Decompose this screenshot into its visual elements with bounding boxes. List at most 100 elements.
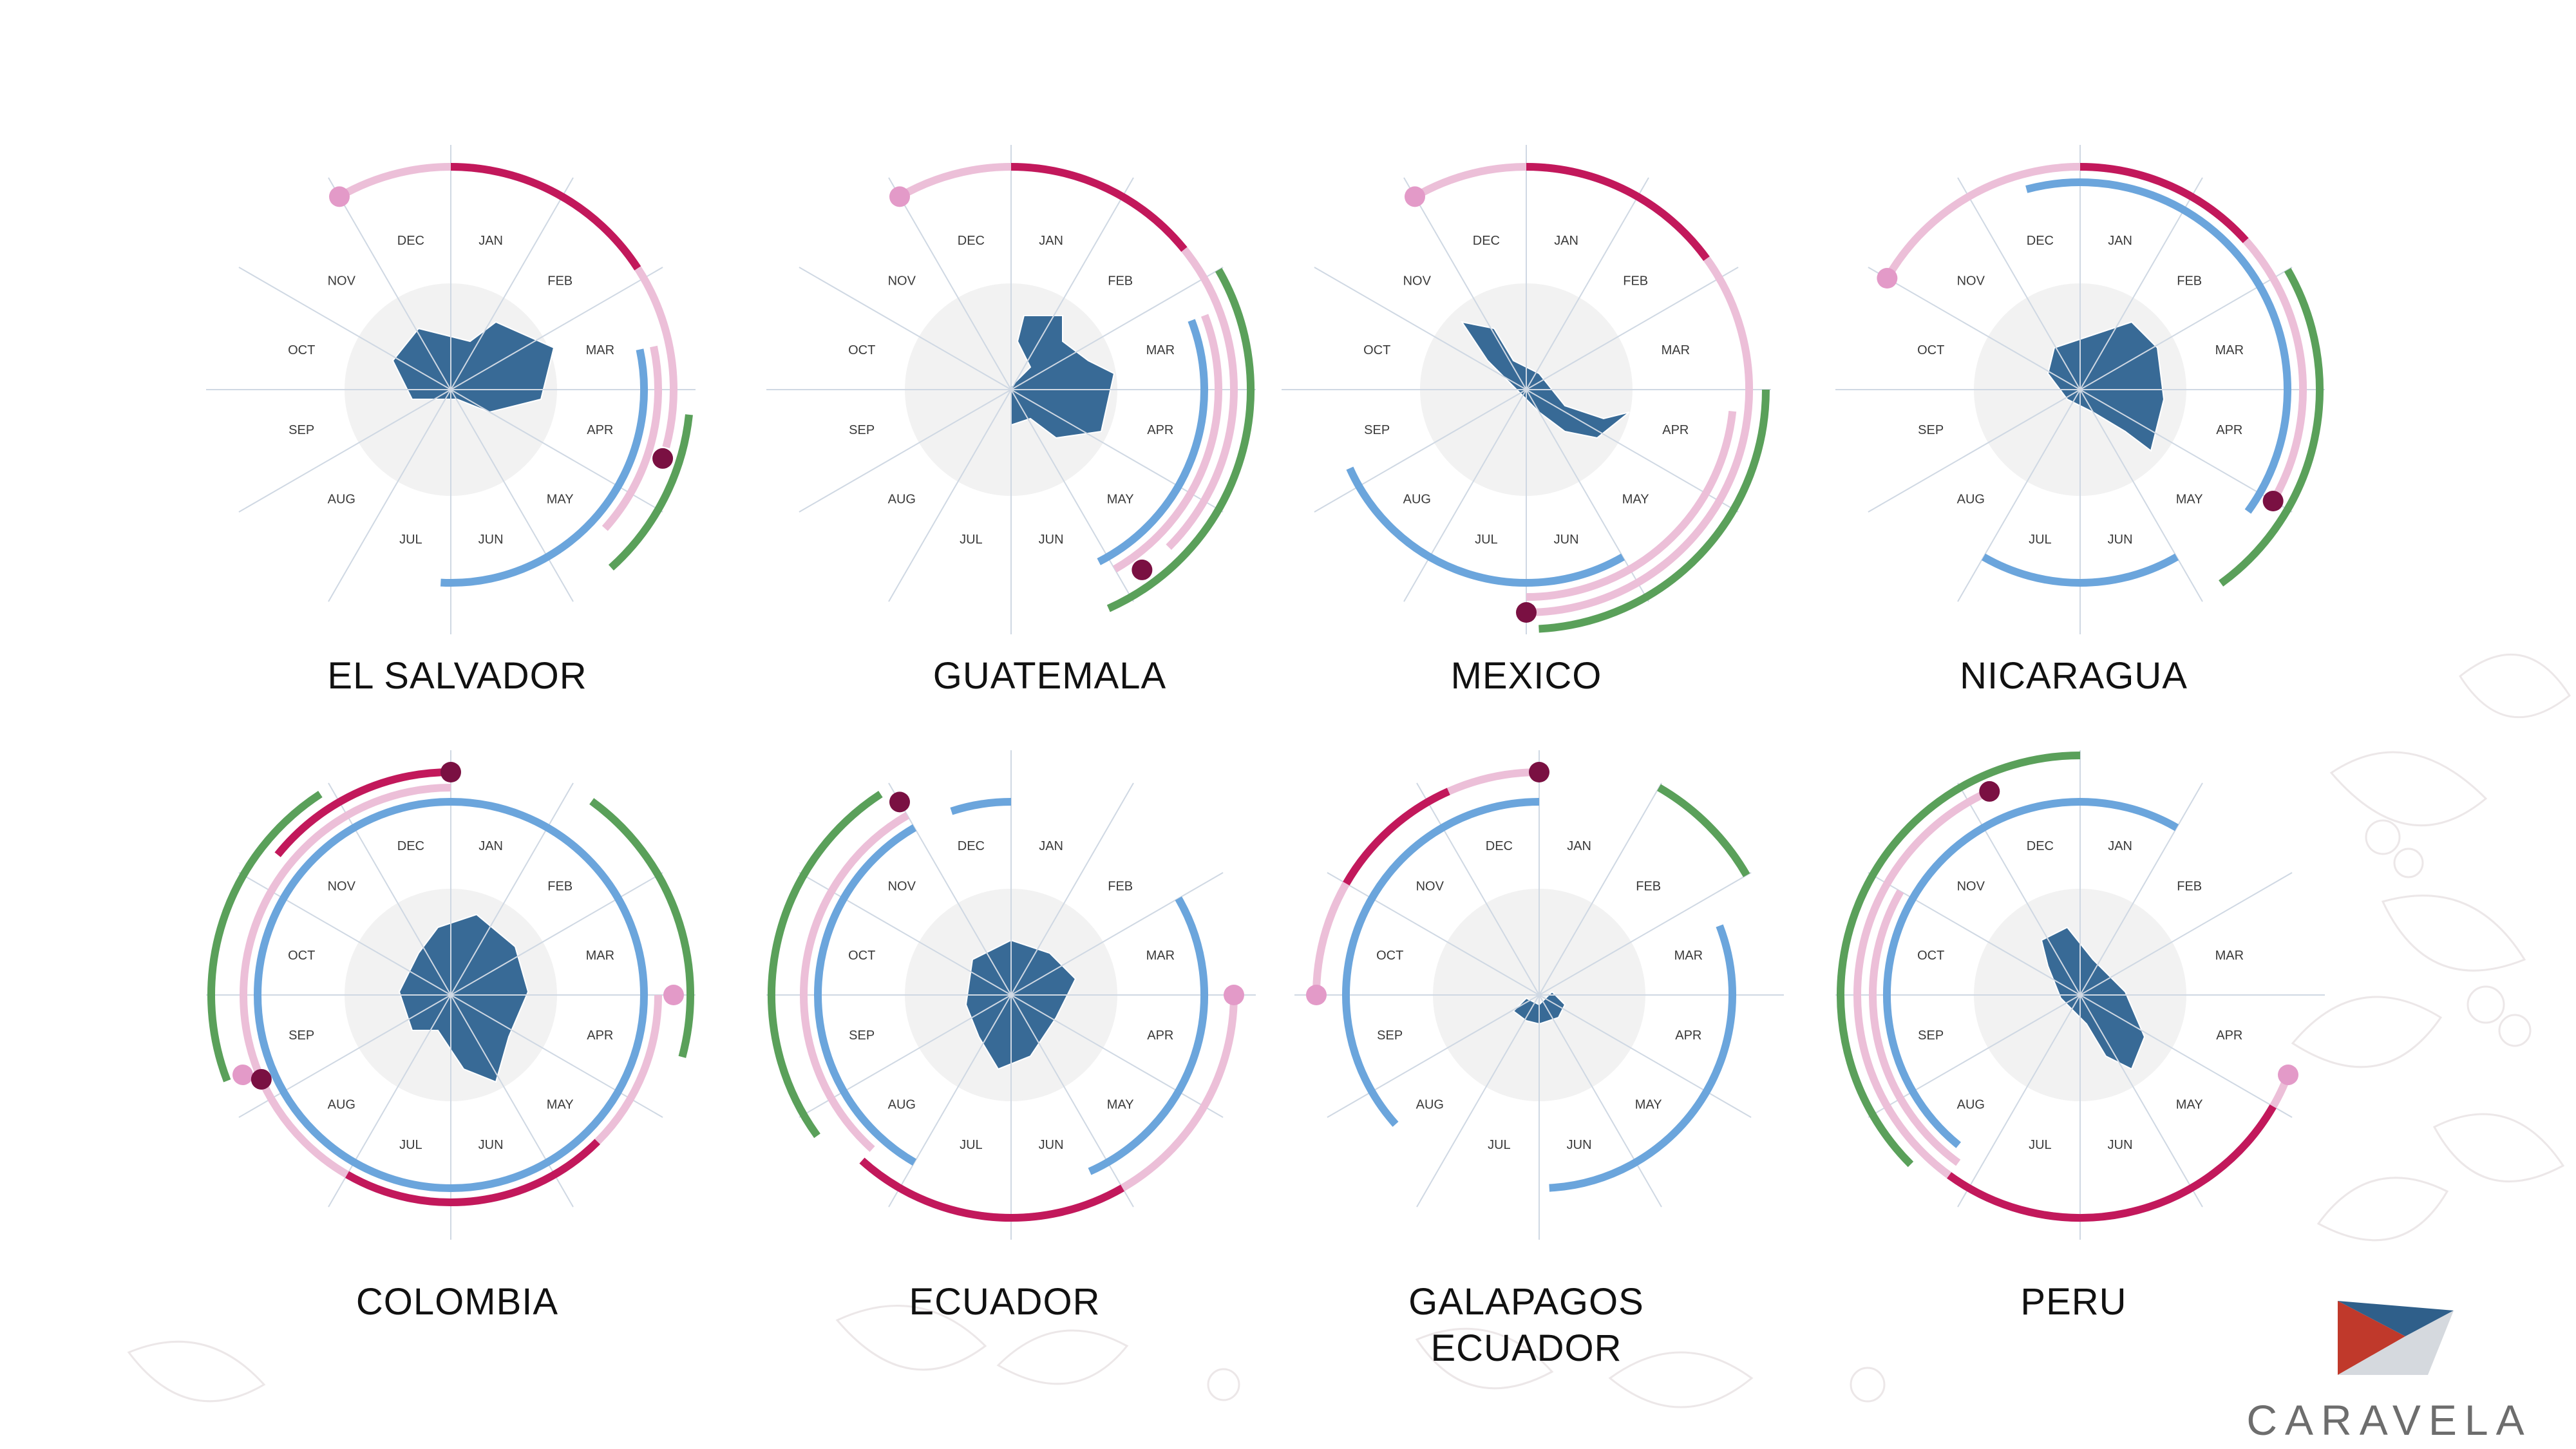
season-marker-dot	[2262, 491, 2284, 511]
month-label-feb: FEB	[1108, 879, 1133, 893]
month-spoke	[1010, 267, 1224, 390]
month-spoke	[450, 782, 574, 996]
chart-mexico: JAN FEB MAR APR MAY JUN JUL AUG SEP OCT NOV DEC	[1282, 145, 1771, 634]
month-label-dec: DEC	[958, 234, 985, 248]
month-label-apr: APR	[1147, 1028, 1173, 1043]
month-label-mar: MAR	[1146, 343, 1175, 357]
season-arc-green	[207, 790, 323, 1083]
season-arc-blue	[1883, 798, 2179, 1148]
country-map-shape	[2047, 321, 2165, 452]
month-label-aug: AUG	[888, 1098, 916, 1112]
chart-nicaragua: JAN FEB MAR APR MAY JUN JUL AUG SEP OCT NOV DEC	[1835, 145, 2325, 634]
month-label-sep: SEP	[1364, 423, 1390, 437]
season-arc-harvest-dark	[450, 163, 641, 270]
month-label-nov: NOV	[888, 879, 916, 893]
month-label-oct: OCT	[1363, 343, 1390, 357]
month-label-dec: DEC	[1473, 234, 1500, 248]
season-arc-green	[2219, 268, 2324, 587]
season-arc-harvest-light	[240, 784, 662, 1206]
season-marker-dot	[251, 1068, 272, 1090]
season-arc-green	[1106, 268, 1255, 612]
month-label-jun: JUN	[1554, 533, 1579, 547]
month-spoke	[2079, 389, 2203, 602]
season-marker-dot	[652, 448, 674, 469]
month-label-nov: NOV	[1416, 879, 1444, 893]
season-arc-harvest-dark	[2079, 163, 2249, 243]
season-arc-harvest-dark	[1343, 788, 1450, 886]
month-label-sep: SEP	[289, 423, 314, 437]
month-label-may: MAY	[1622, 493, 1649, 507]
month-label-oct: OCT	[1376, 949, 1403, 963]
month-label-mar: MAR	[2215, 343, 2244, 357]
season-marker-dot	[1877, 268, 1898, 289]
season-marker-dot	[1979, 781, 2000, 802]
month-label-jul: JUL	[399, 1138, 422, 1152]
month-label-feb: FEB	[1108, 274, 1133, 288]
country-label-mexico: MEXICO	[1450, 655, 1602, 697]
season-arc-blue	[814, 824, 917, 1166]
month-label-nov: NOV	[328, 274, 356, 288]
month-spoke	[1403, 177, 1527, 390]
month-label-sep: SEP	[1918, 423, 1944, 437]
season-arc-harvest-dark	[274, 768, 451, 858]
month-spoke	[1314, 267, 1527, 390]
month-label-feb: FEB	[1623, 274, 1648, 288]
month-label-nov: NOV	[328, 879, 356, 893]
month-spoke	[888, 177, 1012, 390]
month-label-jun: JUN	[2108, 533, 2133, 547]
month-label-sep: SEP	[849, 1028, 875, 1043]
month-label-mar: MAR	[2215, 949, 2244, 963]
month-spoke	[328, 389, 451, 602]
month-label-aug: AUG	[1416, 1098, 1444, 1112]
month-spoke	[1010, 994, 1224, 1118]
chart-galapagos-ecuador: JAN FEB MAR APR MAY JUN JUL AUG SEP OCT NOV DEC	[1294, 750, 1784, 1240]
month-spoke	[1314, 389, 1527, 513]
month-spoke	[1416, 994, 1540, 1208]
month-label-jan: JAN	[478, 234, 503, 248]
month-label-oct: OCT	[1917, 949, 1944, 963]
month-label-jan: JAN	[1554, 234, 1578, 248]
season-marker-dot	[663, 985, 684, 1005]
month-label-dec: DEC	[2027, 234, 2054, 248]
month-label-feb: FEB	[1636, 879, 1661, 893]
month-label-jun: JUN	[478, 1138, 504, 1152]
season-arc-harvest-light	[800, 811, 910, 1152]
season-arc-harvest-dark	[1526, 163, 1710, 261]
season-arc-harvest-dark	[859, 1157, 1124, 1222]
season-arc-blue	[950, 798, 1012, 815]
month-label-jul: JUL	[2029, 533, 2052, 547]
country-map-shape	[398, 913, 529, 1083]
month-spoke	[450, 177, 574, 390]
month-label-jun: JUN	[478, 533, 504, 547]
month-spoke	[1526, 267, 1739, 390]
season-arc-harvest-light	[1112, 314, 1222, 573]
season-arc-green	[768, 790, 883, 1139]
month-label-jul: JUL	[960, 533, 983, 547]
month-label-jun: JUN	[1039, 1138, 1064, 1152]
month-label-dec: DEC	[1486, 839, 1513, 853]
season-arc-blue	[440, 348, 648, 587]
month-spoke	[1868, 267, 2081, 390]
month-label-mar: MAR	[586, 949, 614, 963]
country-label-guatemala: GUATEMALA	[933, 655, 1167, 697]
month-spoke	[238, 267, 451, 390]
month-spoke	[450, 267, 663, 390]
season-arc-blue	[1097, 319, 1208, 565]
month-spoke	[450, 389, 574, 602]
month-spoke	[1416, 782, 1540, 996]
season-arc-green	[1837, 752, 2081, 1168]
country-label-galapagos-ecuador: GALAPAGOS ECUADOR	[1408, 1281, 1644, 1369]
month-spoke	[2079, 782, 2203, 996]
month-label-feb: FEB	[547, 274, 573, 288]
month-label-apr: APR	[2216, 423, 2242, 437]
month-spoke	[1868, 389, 2081, 513]
month-label-apr: APR	[587, 1028, 613, 1043]
month-label-jun: JUN	[1039, 533, 1064, 547]
month-label-may: MAY	[1107, 493, 1134, 507]
month-label-jan: JAN	[1039, 839, 1063, 853]
month-spoke	[1526, 177, 1649, 390]
season-arc-harvest-dark	[1010, 163, 1188, 252]
month-spoke	[238, 389, 451, 513]
month-label-feb: FEB	[2177, 879, 2202, 893]
month-spoke	[1957, 389, 2081, 602]
